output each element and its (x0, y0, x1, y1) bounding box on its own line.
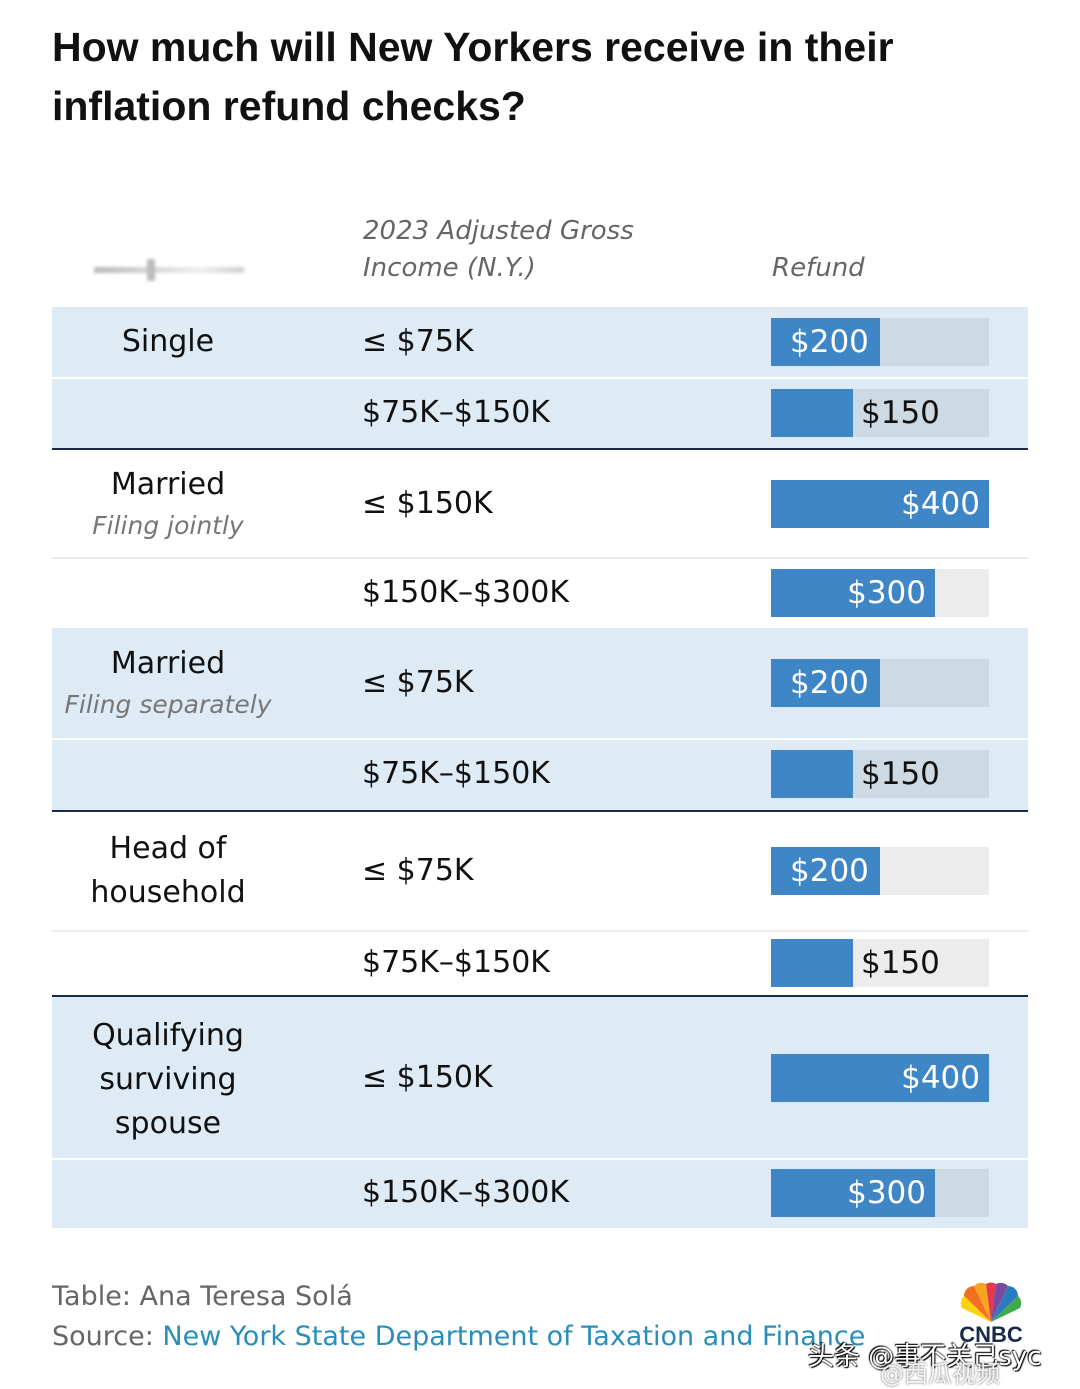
refund-bar-track: $300 (771, 569, 989, 617)
income-range: $150K–$300K (362, 575, 570, 610)
income-range: ≤ $150K (362, 1060, 493, 1095)
refund-bar (771, 389, 853, 437)
refund-bar-track: $200 (771, 659, 989, 707)
table-credit: Table: Ana Teresa Solá (52, 1281, 353, 1312)
filing-status-label: Qualifying surviving spouse (92, 1018, 244, 1141)
group-divider (52, 810, 1028, 812)
income-range: ≤ $75K (362, 853, 474, 888)
refund-value-label: $150 (861, 756, 940, 792)
blurred-mark (92, 257, 247, 283)
refund-value-label: $300 (847, 575, 926, 611)
refund-value-label: $150 (861, 395, 940, 431)
income-range: $75K–$150K (362, 756, 550, 791)
refund-value-label: $400 (901, 1060, 980, 1096)
watermark-secondary: @西瓜视频 (880, 1360, 1000, 1388)
filing-group: Single ≤ $75K $200 $75K–$150K $150 (52, 307, 1028, 448)
filing-status: Married Filing jointly (52, 463, 284, 545)
income-column-header-line2: Income (N.Y.) (363, 253, 536, 283)
refund-bar-track: $150 (771, 750, 989, 798)
filing-group: Head of household ≤ $75K $200 $75K–$150K $150 (52, 812, 1028, 995)
source-link[interactable]: New York State Department of Taxation an… (162, 1321, 866, 1352)
watermark: 头条 @事不关己syc (808, 1342, 1042, 1372)
filing-group: Married Filing separately ≤ $75K $200 $75K–$… (52, 628, 1028, 810)
refund-bar (771, 480, 989, 528)
refund-bar (771, 847, 880, 895)
row-divider (52, 738, 1028, 740)
filing-status: Head of household (52, 827, 284, 915)
filing-status: Married Filing separately (52, 642, 284, 724)
refund-bar (771, 1169, 935, 1217)
filing-group: Qualifying surviving spouse ≤ $150K $400 $150… (52, 997, 1028, 1228)
refund-bar-track: $400 (771, 1054, 989, 1102)
refund-value-label: $200 (790, 853, 869, 889)
refund-bar-track: $300 (771, 1169, 989, 1217)
row-divider (52, 1158, 1028, 1160)
filing-status-label: Head of household (90, 831, 246, 910)
refund-bar-track: $200 (771, 318, 989, 366)
refund-value-label: $200 (790, 665, 869, 701)
refund-bar (771, 318, 880, 366)
filing-status-sublabel: Filing jointly (92, 511, 244, 540)
page-title: How much will New Yorkers receive in the… (52, 24, 894, 129)
refund-bar-track: $200 (771, 847, 989, 895)
group-divider (52, 995, 1028, 997)
income-range: ≤ $75K (362, 665, 474, 700)
filing-status-label: Single (121, 324, 215, 359)
source-credit: Source: New York State Department of Tax… (52, 1318, 865, 1356)
refund-bar (771, 750, 853, 798)
row-divider (52, 377, 1028, 379)
filing-status: Single (52, 320, 284, 364)
refund-value-label: $300 (847, 1175, 926, 1211)
filing-status-label: Married (110, 467, 226, 502)
filing-status-label: Married (110, 646, 226, 681)
filing-status: Qualifying surviving spouse (52, 1014, 284, 1146)
refund-bar (771, 569, 935, 617)
filing-status-sublabel: Filing separately (64, 690, 272, 719)
row-divider (52, 930, 1028, 932)
refund-value-label: $400 (901, 486, 980, 522)
filing-group: Married Filing jointly ≤ $150K $400 $150K–$3… (52, 450, 1028, 628)
refund-value-label: $150 (861, 945, 940, 981)
row-divider (52, 557, 1028, 559)
income-range: $75K–$150K (362, 395, 550, 430)
income-column-header-line1: 2023 Adjusted Gross (363, 216, 634, 246)
refund-bar-track: $150 (771, 939, 989, 987)
logo-text: CNBC (959, 1322, 1023, 1347)
income-range: $75K–$150K (362, 945, 550, 980)
cnbc-logo: CNBC (946, 1280, 1036, 1350)
group-divider (52, 448, 1028, 450)
income-range: ≤ $75K (362, 324, 474, 359)
refund-column-header: Refund (772, 253, 865, 283)
peacock-icon (960, 1282, 1022, 1322)
refund-bar-track: $150 (771, 389, 989, 437)
source-prefix: Source: (52, 1321, 163, 1352)
refund-bar (771, 1054, 989, 1102)
income-range: $150K–$300K (362, 1175, 570, 1210)
refund-bar-track: $400 (771, 480, 989, 528)
refund-value-label: $200 (790, 324, 869, 360)
income-range: ≤ $150K (362, 486, 493, 521)
refund-bar (771, 939, 853, 987)
refund-bar (771, 659, 880, 707)
